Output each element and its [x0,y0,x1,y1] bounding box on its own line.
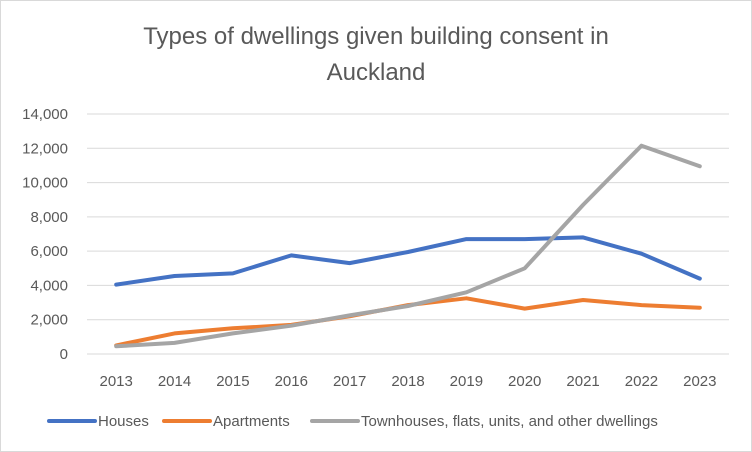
series-lines [114,143,702,349]
x-tick-label: 2018 [391,373,424,390]
legend-label: Townhouses, flats, units, and other dwel… [361,413,658,430]
x-axis-tick-labels: 2013 2014 2015 2016 2017 2018 2019 2020 2021 2022… [99,373,716,390]
x-tick-label: 2014 [158,373,191,390]
y-tick-label: 12,000 [22,140,68,157]
legend: Houses Apartments Townhouses, flats, units… [47,413,658,430]
legend-label: Houses [98,413,149,430]
series-line-1 [114,235,702,287]
y-tick-label: 2,000 [30,312,68,329]
x-tick-label: 2020 [508,373,541,390]
chart-title-line-1: Types of dwellings given building consen… [143,23,609,50]
y-tick-label: 0 [60,346,68,363]
gridlines [87,113,729,355]
x-tick-label: 2021 [566,373,599,390]
y-tick-label: 8,000 [30,209,68,226]
y-tick-label: 4,000 [30,277,68,294]
series-line-3 [114,143,702,349]
y-tick-label: 14,000 [22,106,68,123]
chart-title-line-2: Auckland [327,59,426,86]
x-tick-label: 2019 [450,373,483,390]
y-tick-label: 6,000 [30,243,68,260]
x-tick-label: 2016 [275,373,308,390]
x-tick-label: 2013 [99,373,132,390]
y-axis-tick-labels: 0 2,000 4,000 6,000 8,000 10,000 12,000 14,000 [22,106,68,363]
legend-label: Apartments [213,413,290,430]
x-tick-label: 2017 [333,373,366,390]
x-tick-label: 2023 [683,373,716,390]
x-tick-label: 2015 [216,373,249,390]
x-tick-label: 2022 [625,373,658,390]
y-tick-label: 10,000 [22,175,68,192]
